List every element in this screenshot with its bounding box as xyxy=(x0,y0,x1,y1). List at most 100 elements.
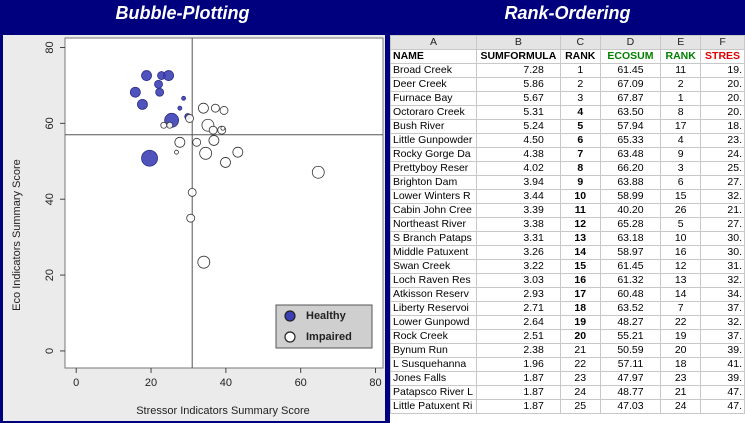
sheet-cell: 20. xyxy=(700,105,745,120)
sheet-cell: 26 xyxy=(660,203,702,218)
sheet-cell: 22 xyxy=(660,315,702,330)
sheet-cell: 1.87 xyxy=(475,399,561,414)
sheet-cell: 17 xyxy=(660,119,702,134)
sheet-cell: 63.18 xyxy=(599,231,662,246)
bubble xyxy=(185,114,194,123)
sheet-cell: 39. xyxy=(700,343,745,358)
sheet-cell: 63.50 xyxy=(599,105,662,120)
bubble xyxy=(129,86,141,98)
sheet-cell: Liberty Reservoi xyxy=(390,301,477,316)
sheet-cell: 2 xyxy=(559,77,601,92)
bubble xyxy=(160,121,168,129)
bubble xyxy=(219,106,229,115)
chart-title: Bubble-Plotting xyxy=(115,3,250,23)
sheet-cell: 19 xyxy=(660,329,702,344)
sheet-cell: Rock Creek xyxy=(390,329,477,344)
bubble xyxy=(163,70,175,81)
sheet-cell: 20 xyxy=(559,329,601,344)
sheet-row: Lower Gunpowd 2.64 19 48.27 22 32. xyxy=(390,315,745,330)
sheet-cell: 25 xyxy=(559,399,601,414)
sheet-cell: 32. xyxy=(700,189,745,204)
sheet-cell: 4.02 xyxy=(475,161,561,176)
sheet-cell: 66.20 xyxy=(599,161,662,176)
sheet-cell: 57.94 xyxy=(599,119,662,134)
sheet-row: Northeast River 3.38 12 65.28 5 27. xyxy=(390,217,745,232)
bubble xyxy=(199,146,213,160)
sheet-cell: 20. xyxy=(700,77,745,92)
sheet-cell: 27. xyxy=(700,217,745,232)
sheet-cell: 61.45 xyxy=(599,63,662,78)
y-tick-label: 0 xyxy=(44,348,56,354)
sheet-cell: 11 xyxy=(660,63,702,78)
y-axis-label: Eco Indicators Summary Score xyxy=(11,159,23,311)
sheet-cell: 47.03 xyxy=(599,399,662,414)
bubble xyxy=(154,79,163,89)
column-header: NAME xyxy=(390,49,477,64)
x-tick-label: 80 xyxy=(369,377,381,389)
sheet-cell: 20 xyxy=(660,343,702,358)
bubble xyxy=(197,255,211,269)
sheet-cell: 37. xyxy=(700,329,745,344)
bubble xyxy=(174,136,186,148)
sheet-row: Rocky Gorge Da 4.38 7 63.48 9 24. xyxy=(390,147,745,162)
sheet-cell: 3.94 xyxy=(475,175,561,190)
column-letter: E xyxy=(660,35,702,50)
sheet-cell: 39. xyxy=(700,371,745,386)
y-tick-label: 60 xyxy=(44,117,56,129)
bubble xyxy=(220,125,226,131)
sheet-cell: 31. xyxy=(700,259,745,274)
sheet-cell: 2.38 xyxy=(475,343,561,358)
bubble xyxy=(210,103,220,113)
legend-label: Impaired xyxy=(306,331,352,343)
bubble xyxy=(232,146,244,158)
sheet-cell: 16 xyxy=(559,273,601,288)
bubble xyxy=(220,157,231,168)
sheet-row: S Branch Pataps 3.31 13 63.18 10 30. xyxy=(390,231,745,246)
sheet-cell: Furnace Bay xyxy=(390,91,477,106)
sheet-cell: 4 xyxy=(660,133,702,148)
sheet-cell: 55.21 xyxy=(599,329,662,344)
sheet-cell: Broad Creek xyxy=(390,63,477,78)
column-letter: D xyxy=(599,35,662,50)
sheet-cell: 15 xyxy=(559,259,601,274)
sheet-cell: 19. xyxy=(700,63,745,78)
sheet-cell: 16 xyxy=(660,245,702,260)
sheet-cell: Little Patuxent Ri xyxy=(390,399,477,414)
y-tick-label: 40 xyxy=(44,193,56,205)
bubble xyxy=(174,149,179,155)
sheet-row: Little Gunpowder 4.50 6 65.33 4 23. xyxy=(390,133,745,148)
sheet-cell: 47.97 xyxy=(599,371,662,386)
sheet-cell: 50.59 xyxy=(599,343,662,358)
spreadsheet: A B C D E F NAME SUMFORMULA RANK ECOSUM RANK STRES B… xyxy=(390,35,745,423)
sheet-row: Broad Creek 7.28 1 61.45 11 19. xyxy=(390,63,745,78)
sheet-cell: 3 xyxy=(559,91,601,106)
sheet-cell: 2.51 xyxy=(475,329,561,344)
sheet-cell: 1.87 xyxy=(475,371,561,386)
bubble xyxy=(141,149,158,167)
sheet-cell: 58.99 xyxy=(599,189,662,204)
sheet-cell: 1 xyxy=(559,63,601,78)
sheet-row: Lower Winters R 3.44 10 58.99 15 32. xyxy=(390,189,745,204)
sheet-cell: Swan Creek xyxy=(390,259,477,274)
sheet-cell: Bynum Run xyxy=(390,343,477,358)
sheet-cell: 7.28 xyxy=(475,63,561,78)
sheet-cell: Lower Winters R xyxy=(390,189,477,204)
column-letter: B xyxy=(475,35,561,50)
bubble xyxy=(155,87,165,97)
bubble xyxy=(166,121,174,129)
sheet-cell: 5 xyxy=(559,119,601,134)
legend-marker xyxy=(284,310,296,322)
sheet-table: A B C D E F NAME SUMFORMULA RANK ECOSUM RANK STRES B… xyxy=(390,35,745,414)
sheet-cell: 1.96 xyxy=(475,357,561,372)
sheet-cell: 30. xyxy=(700,245,745,260)
sheet-cell: 20. xyxy=(700,91,745,106)
sheet-cell: 9 xyxy=(559,175,601,190)
sheet-row: Atkisson Reserv 2.93 17 60.48 14 34. xyxy=(390,287,745,302)
sheet-cell: 47. xyxy=(700,399,745,414)
sheet-cell: 3.03 xyxy=(475,273,561,288)
sheet-cell: 10 xyxy=(559,189,601,204)
sheet-cell: 23 xyxy=(559,371,601,386)
sheet-cell: Rocky Gorge Da xyxy=(390,147,477,162)
sheet-row: Liberty Reservoi 2.71 18 63.52 7 37. xyxy=(390,301,745,316)
